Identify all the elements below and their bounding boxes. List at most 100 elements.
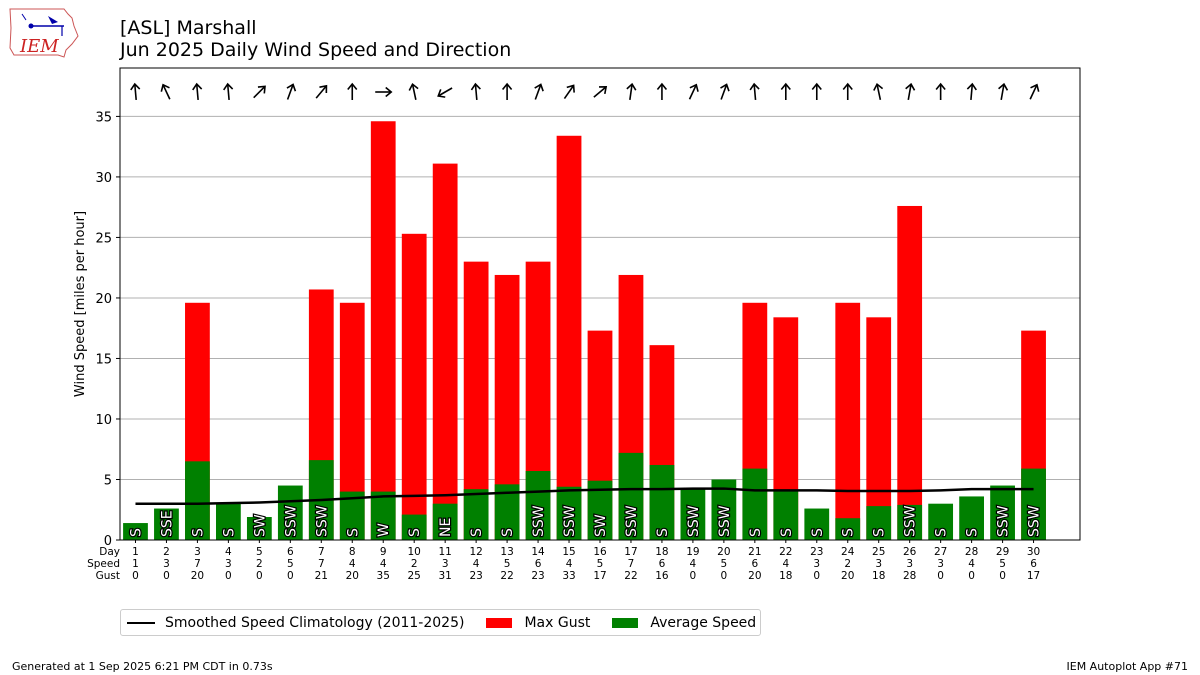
- wind-arrow: [375, 86, 393, 98]
- wind-arrow: [408, 82, 419, 100]
- arrow-shaft: [876, 84, 882, 100]
- speed-label: 3: [225, 558, 232, 570]
- direction-label: SSW: [562, 505, 578, 537]
- y-tick-label: 0: [104, 534, 112, 549]
- gust-label: 0: [813, 570, 820, 582]
- day-label: 4: [225, 546, 232, 558]
- wind-arrow: [905, 82, 916, 101]
- day-label: 22: [779, 546, 792, 558]
- wind-arrow: [470, 82, 481, 101]
- speed-label: 6: [659, 558, 666, 570]
- direction-label: W: [376, 523, 392, 537]
- speed-label: 2: [256, 558, 263, 570]
- average-bar: [463, 489, 489, 540]
- gust-label: 33: [562, 570, 575, 582]
- direction-label: S: [934, 528, 950, 537]
- gust-label: 0: [968, 570, 975, 582]
- speed-label: 4: [566, 558, 573, 570]
- wind-arrow: [286, 83, 297, 100]
- row-label: Speed: [87, 558, 120, 570]
- wind-arrow: [253, 85, 266, 99]
- arrow-head: [534, 83, 544, 92]
- speed-label: 5: [597, 558, 604, 570]
- day-label: 27: [934, 546, 947, 558]
- gust-label: 18: [779, 570, 792, 582]
- arrow-shaft: [315, 86, 327, 99]
- day-label: 3: [194, 546, 201, 558]
- average-bar: [773, 490, 799, 540]
- arrow-shaft: [226, 84, 230, 101]
- average-bar: [618, 452, 644, 540]
- row-label: Gust: [96, 570, 120, 582]
- average-bar: [556, 486, 582, 540]
- direction-label: NE: [438, 518, 454, 537]
- arrow-head: [935, 82, 946, 91]
- average-bar: [123, 523, 148, 540]
- y-axis-label: Wind Speed [miles per hour]: [73, 211, 88, 397]
- arrow-head: [842, 82, 853, 91]
- day-label: 10: [408, 546, 421, 558]
- speed-label: 3: [937, 558, 944, 570]
- gust-bar: [835, 302, 861, 540]
- arrow-head: [130, 82, 141, 91]
- wind-arrow: [935, 82, 946, 100]
- direction-label: S: [128, 528, 144, 537]
- day-label: 26: [903, 546, 917, 558]
- arrow-head: [385, 86, 393, 98]
- speed-label: 3: [813, 558, 820, 570]
- gust-label: 25: [408, 570, 421, 582]
- arrow-head: [626, 82, 637, 91]
- day-label: 6: [287, 546, 294, 558]
- speed-label: 3: [906, 558, 913, 570]
- arrow-shaft: [474, 84, 478, 101]
- arrow-head: [873, 82, 884, 91]
- logo-text: IEM: [19, 36, 59, 57]
- speed-label: 4: [968, 558, 975, 570]
- direction-label: S: [779, 528, 795, 537]
- arrow-head: [811, 82, 822, 91]
- gust-label: 16: [655, 570, 669, 582]
- wind-arrow: [347, 82, 358, 100]
- wind-arrow: [534, 83, 544, 100]
- day-label: 19: [686, 546, 699, 558]
- wind-arrow: [593, 86, 608, 98]
- arrow-head: [905, 82, 916, 91]
- average-bar: [804, 508, 830, 540]
- direction-label: SW: [252, 514, 268, 537]
- direction-labels: S SSE S S SW SSW SSW S W S NE S S SSW SSW SW SSW S SSW SSW S…: [127, 504, 1043, 538]
- average-bar: [742, 468, 768, 540]
- arrow-head: [437, 89, 446, 98]
- arrow-shaft: [753, 84, 757, 101]
- speed-label: 6: [1030, 558, 1037, 570]
- direction-label: SSW: [314, 505, 330, 537]
- arrow-head: [501, 82, 513, 91]
- speed-label: 2: [844, 558, 851, 570]
- gust-label: 17: [593, 570, 606, 582]
- arrow-head: [286, 83, 297, 92]
- day-label: 15: [562, 546, 575, 558]
- gust-label: 0: [937, 570, 944, 582]
- arrow-shaft: [1000, 84, 1005, 101]
- x-axis-labels: DaySpeedGust1102303720430520650772184209…: [87, 540, 1040, 582]
- average-bar: [246, 517, 272, 540]
- arrow-shaft: [134, 84, 137, 101]
- day-label: 17: [624, 546, 637, 558]
- arrow-shaft: [253, 86, 265, 99]
- arrow-shaft: [970, 84, 974, 101]
- wind-arrow: [437, 87, 453, 98]
- day-label: 12: [469, 546, 482, 558]
- wind-arrow: [842, 82, 853, 100]
- direction-label: S: [655, 528, 671, 537]
- direction-label: S: [748, 528, 764, 537]
- y-tick-label: 20: [95, 292, 112, 307]
- arrow-shaft: [196, 84, 199, 101]
- average-bar: [680, 487, 706, 540]
- chart-title: [ASL] Marshall: [120, 17, 257, 39]
- legend: Smoothed Speed Climatology (2011-2025) M…: [120, 609, 762, 636]
- average-bar: [959, 496, 984, 540]
- day-label: 18: [655, 546, 668, 558]
- day-label: 1: [132, 546, 139, 558]
- arrow-shaft: [593, 86, 606, 98]
- wind-arrow: [873, 82, 884, 100]
- legend-swatch-gust: [486, 617, 513, 628]
